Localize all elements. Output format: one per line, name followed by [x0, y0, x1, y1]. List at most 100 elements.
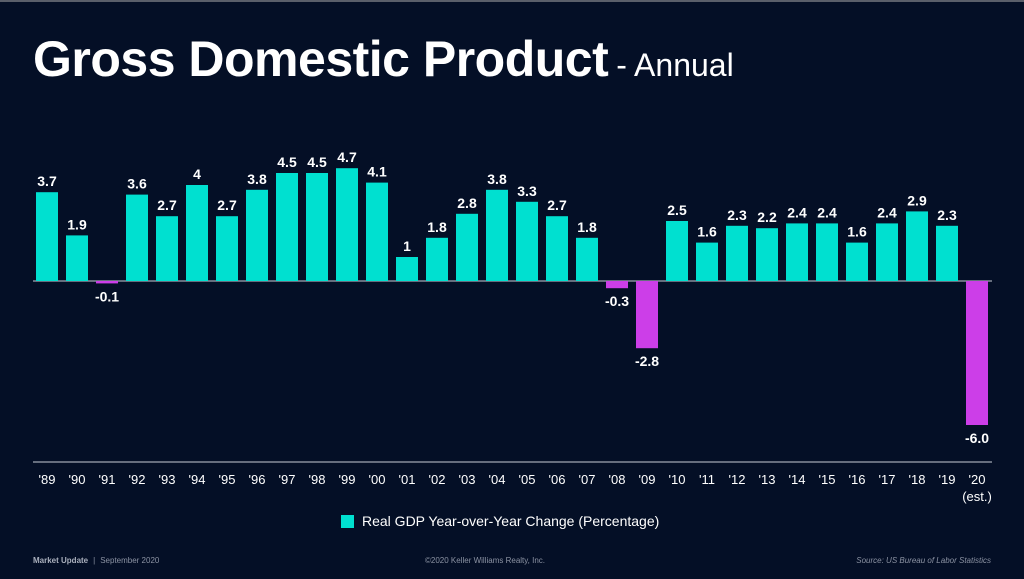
bar — [426, 237, 448, 281]
bar — [636, 281, 658, 349]
bar — [96, 281, 118, 284]
x-tick-label: '92 — [129, 472, 146, 487]
legend-swatch — [341, 514, 354, 528]
chart-legend: Real GDP Year-over-Year Change (Percenta… — [341, 513, 659, 529]
x-tick-label: '16 — [849, 472, 866, 487]
x-tick-label: '01 — [399, 472, 416, 487]
x-tick-label: '96 — [249, 472, 266, 487]
bar — [216, 216, 238, 281]
data-label: -6.0 — [965, 430, 989, 446]
bar — [156, 216, 178, 281]
data-label: 2.7 — [217, 197, 237, 213]
bar — [456, 213, 478, 281]
data-label: 2.4 — [787, 204, 807, 220]
bar — [606, 281, 628, 289]
title-sub: - Annual — [616, 47, 734, 83]
legend-label: Real GDP Year-over-Year Change (Percenta… — [362, 513, 660, 529]
bar — [66, 235, 88, 281]
bar — [726, 225, 748, 281]
x-tick-label: '02 — [429, 472, 446, 487]
bar — [756, 228, 778, 281]
data-label: 3.6 — [127, 176, 147, 192]
bar — [576, 237, 598, 281]
data-label: 2.7 — [547, 197, 567, 213]
footer-market-update: Market Update — [33, 556, 89, 565]
x-tick-label: '19 — [939, 472, 956, 487]
bar — [486, 189, 508, 281]
bar — [396, 257, 418, 281]
footer-left: Market Update | September 2020 — [33, 556, 159, 565]
data-label: -0.1 — [95, 288, 119, 304]
x-tick-label: '10 — [669, 472, 686, 487]
x-tick-label: '91 — [99, 472, 116, 487]
x-tick-label: '14 — [789, 472, 806, 487]
x-tick-label: '08 — [609, 472, 626, 487]
data-label: 4.5 — [277, 154, 297, 170]
title-main: Gross Domestic Product — [33, 31, 609, 87]
x-tick-label: '06 — [549, 472, 566, 487]
x-tick-label: '98 — [309, 472, 326, 487]
x-tick-label: '90 — [69, 472, 86, 487]
data-label: 1.6 — [847, 224, 867, 240]
data-label: 4.5 — [307, 154, 327, 170]
x-tick-label: '15 — [819, 472, 836, 487]
data-label: 1.8 — [427, 219, 447, 235]
data-label: 2.7 — [157, 197, 177, 213]
data-label: 2.9 — [907, 192, 927, 208]
x-tick-label: '93 — [159, 472, 176, 487]
data-label: 4.7 — [337, 149, 357, 165]
footer-source: Source: US Bureau of Labor Statistics — [856, 556, 991, 565]
data-label: 3.7 — [37, 173, 57, 189]
bar — [366, 182, 388, 281]
x-tick-label: '95 — [219, 472, 236, 487]
bar — [276, 173, 298, 281]
bar — [696, 242, 718, 281]
x-tick-label: '20 — [969, 472, 986, 487]
bar — [966, 281, 988, 425]
bar — [516, 201, 538, 281]
x-tick-label: '05 — [519, 472, 536, 487]
data-label: -0.3 — [605, 293, 629, 309]
bar — [186, 185, 208, 281]
x-tick-label: '11 — [699, 472, 715, 487]
x-tick-label: '13 — [759, 472, 776, 487]
data-label: -2.8 — [635, 353, 659, 369]
data-label: 1.6 — [697, 224, 717, 240]
bar — [846, 242, 868, 281]
data-label: 2.2 — [757, 209, 777, 225]
x-tick-sublabel: (est.) — [962, 489, 992, 504]
bar — [876, 223, 898, 281]
bar — [906, 211, 928, 281]
footer-date: September 2020 — [100, 556, 160, 565]
bar — [36, 192, 58, 281]
data-label: 2.3 — [937, 207, 957, 223]
data-label: 1.8 — [577, 219, 597, 235]
bar — [666, 221, 688, 281]
data-label: 2.3 — [727, 207, 747, 223]
slide-title: Gross Domestic Product - Annual — [33, 30, 734, 88]
bar — [306, 173, 328, 281]
footer-separator: | — [93, 556, 96, 565]
data-label: 2.4 — [877, 204, 897, 220]
top-border — [0, 0, 1024, 2]
footer-copyright: ©2020 Keller Williams Realty, Inc. — [425, 556, 546, 565]
x-tick-label: '94 — [189, 472, 206, 487]
x-tick-label: '99 — [339, 472, 356, 487]
x-tick-label: '07 — [579, 472, 596, 487]
data-label: 3.3 — [517, 183, 537, 199]
bar — [786, 223, 808, 281]
data-label: 3.8 — [247, 171, 267, 187]
data-label: 1.9 — [67, 216, 87, 232]
x-tick-label: '17 — [879, 472, 896, 487]
bar — [936, 225, 958, 281]
x-tick-label: '12 — [729, 472, 746, 487]
data-label: 1 — [403, 238, 411, 254]
x-tick-label: '00 — [369, 472, 386, 487]
data-label: 4.1 — [367, 164, 387, 180]
x-tick-label: '89 — [39, 472, 56, 487]
bar — [816, 223, 838, 281]
bar — [546, 216, 568, 281]
x-tick-label: '09 — [639, 472, 656, 487]
